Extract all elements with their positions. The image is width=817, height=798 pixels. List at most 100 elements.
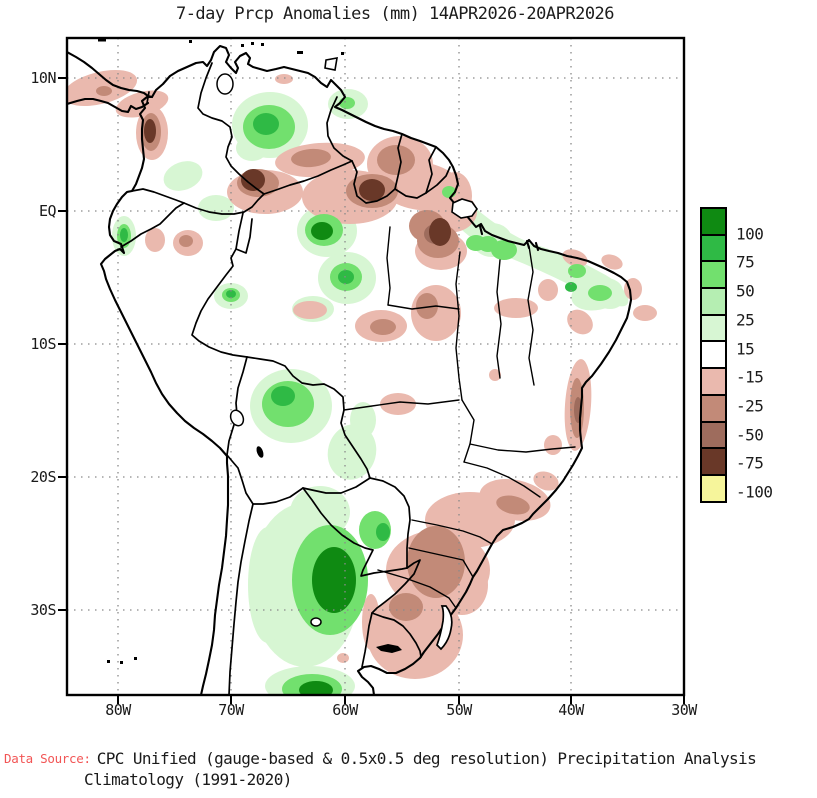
lon-label-50W: 50W xyxy=(446,701,472,719)
lon-label-40W: 40W xyxy=(558,701,584,719)
anomaly-blob-b4 xyxy=(429,218,451,246)
anomaly-blob-b1 xyxy=(601,254,623,270)
anomaly-blob-g1 xyxy=(163,161,203,191)
legend-swatches xyxy=(700,207,727,503)
anomaly-blob-g3 xyxy=(588,285,612,301)
lon-label-30W: 30W xyxy=(671,701,697,719)
anomaly-blob-g4 xyxy=(376,523,390,541)
legend-swatch-0 xyxy=(700,207,727,236)
anomaly-blob-b4 xyxy=(241,169,265,191)
legend-label-25: 25 xyxy=(736,310,755,330)
anomaly-fills xyxy=(67,69,657,695)
anomaly-blob-b2 xyxy=(96,86,112,96)
legend-label-100: 100 xyxy=(736,224,764,244)
anomaly-blob-b1 xyxy=(337,653,349,663)
anomaly-blob-g1 xyxy=(198,195,234,221)
legend-swatch-9 xyxy=(700,447,727,476)
anomaly-blob-g4 xyxy=(271,386,295,406)
anomaly-blob-b1 xyxy=(275,74,293,84)
anomaly-blob-g3 xyxy=(339,97,355,109)
anomaly-blob-b2 xyxy=(389,593,423,621)
climatology-text: Climatology (1991-2020) xyxy=(84,770,292,789)
anomaly-blob-g4 xyxy=(226,290,236,298)
anomaly-blob-b1 xyxy=(145,228,165,252)
lake-poopo xyxy=(256,446,264,458)
lon-label-70W: 70W xyxy=(218,701,244,719)
anomaly-blob-b2 xyxy=(377,145,415,175)
lat-label-30S: 30S xyxy=(30,601,56,619)
data-source-label: Data Source: xyxy=(4,751,91,766)
anomaly-blob-b1 xyxy=(494,298,538,318)
lagoa-dos-patos xyxy=(436,605,453,651)
legend-label--25: -25 xyxy=(736,396,764,416)
anomaly-blob-b1 xyxy=(538,279,558,301)
anomaly-blob-b2 xyxy=(179,235,193,247)
small-islands xyxy=(98,39,344,664)
anomaly-blob-b1 xyxy=(380,393,416,415)
color-legend: 100 75 50 25 15 -15 -25 -50 -75 -100 xyxy=(700,207,773,503)
anomaly-blob-g1 xyxy=(350,402,376,438)
anomaly-blob-g5 xyxy=(311,222,333,240)
lat-label-20S: 20S xyxy=(30,468,56,486)
legend-label-75: 75 xyxy=(736,252,755,272)
anomaly-blob-b1 xyxy=(362,594,380,650)
lake-mar-chiquita xyxy=(310,617,322,627)
anomaly-blob-b1 xyxy=(533,471,559,491)
trinidad-island xyxy=(324,57,338,71)
lake-titicaca xyxy=(229,409,245,427)
lakes-and-islands xyxy=(98,39,478,664)
data-source-text: CPC Unified (gauge-based & 0.5x0.5 deg r… xyxy=(96,749,757,768)
legend-swatch-8 xyxy=(700,420,727,450)
legend-swatch-2 xyxy=(700,260,727,290)
anomaly-blob-b1 xyxy=(567,309,593,335)
anomaly-blob-g4 xyxy=(253,113,279,135)
legend-label-50: 50 xyxy=(736,281,755,301)
legend-label--75: -75 xyxy=(736,453,764,473)
anomaly-blob-b2 xyxy=(416,293,438,319)
anomaly-blob-g4 xyxy=(565,282,577,292)
rio-negro-reservoir xyxy=(376,644,402,653)
country-borders xyxy=(120,62,451,695)
legend-swatch-5 xyxy=(700,340,727,370)
legend-label--15: -15 xyxy=(736,367,764,387)
legend-label-15: 15 xyxy=(736,339,755,358)
lon-label-80W: 80W xyxy=(105,701,131,719)
marajo-island xyxy=(451,198,478,219)
lon-label-60W: 60W xyxy=(332,701,358,719)
anomaly-blob-g1 xyxy=(248,527,288,643)
anomaly-blob-b1 xyxy=(293,301,327,319)
anomaly-blob-b2 xyxy=(291,148,331,168)
anomaly-blob-g3 xyxy=(466,235,486,251)
lat-label-10S: 10S xyxy=(30,335,56,353)
anomaly-blob-b4 xyxy=(144,119,156,143)
legend-swatch-1 xyxy=(700,233,727,263)
legend-swatch-3 xyxy=(700,287,727,316)
anomaly-blob-b1 xyxy=(544,435,562,455)
lat-label-10N: 10N xyxy=(30,69,56,87)
legend-swatch-6 xyxy=(700,367,727,396)
anomaly-blob-b2 xyxy=(496,495,530,515)
anomaly-blob-g5 xyxy=(299,681,333,695)
legend-swatch-7 xyxy=(700,393,727,423)
coastline xyxy=(67,44,633,695)
data-source-note: Data Source: CPC Unified (gauge-based & 0… xyxy=(4,748,817,790)
anomaly-blob-g4 xyxy=(338,270,354,284)
lake-maracaibo xyxy=(216,73,234,95)
page-title: 7-day Prcp Anomalies (mm) 14APR2026-20AP… xyxy=(175,4,615,24)
anomaly-blob-g5 xyxy=(312,547,356,613)
legend-label--50: -50 xyxy=(736,425,764,445)
anomaly-blob-g3 xyxy=(568,264,586,278)
legend-swatch-4 xyxy=(700,313,727,343)
axis-ticks xyxy=(58,77,685,704)
legend-label--100: -100 xyxy=(736,482,773,502)
map-frame xyxy=(65,36,686,697)
anomaly-blob-g4 xyxy=(120,228,128,242)
anomaly-blob-b1 xyxy=(633,305,657,321)
anomaly-blob-g3 xyxy=(491,240,517,260)
legend-swatch-10 xyxy=(700,473,727,503)
anomaly-blob-b1 xyxy=(489,369,501,381)
anomaly-blob-b4 xyxy=(359,179,385,201)
anomaly-blob-b2 xyxy=(407,526,465,598)
anomaly-blob-b2 xyxy=(370,319,396,335)
